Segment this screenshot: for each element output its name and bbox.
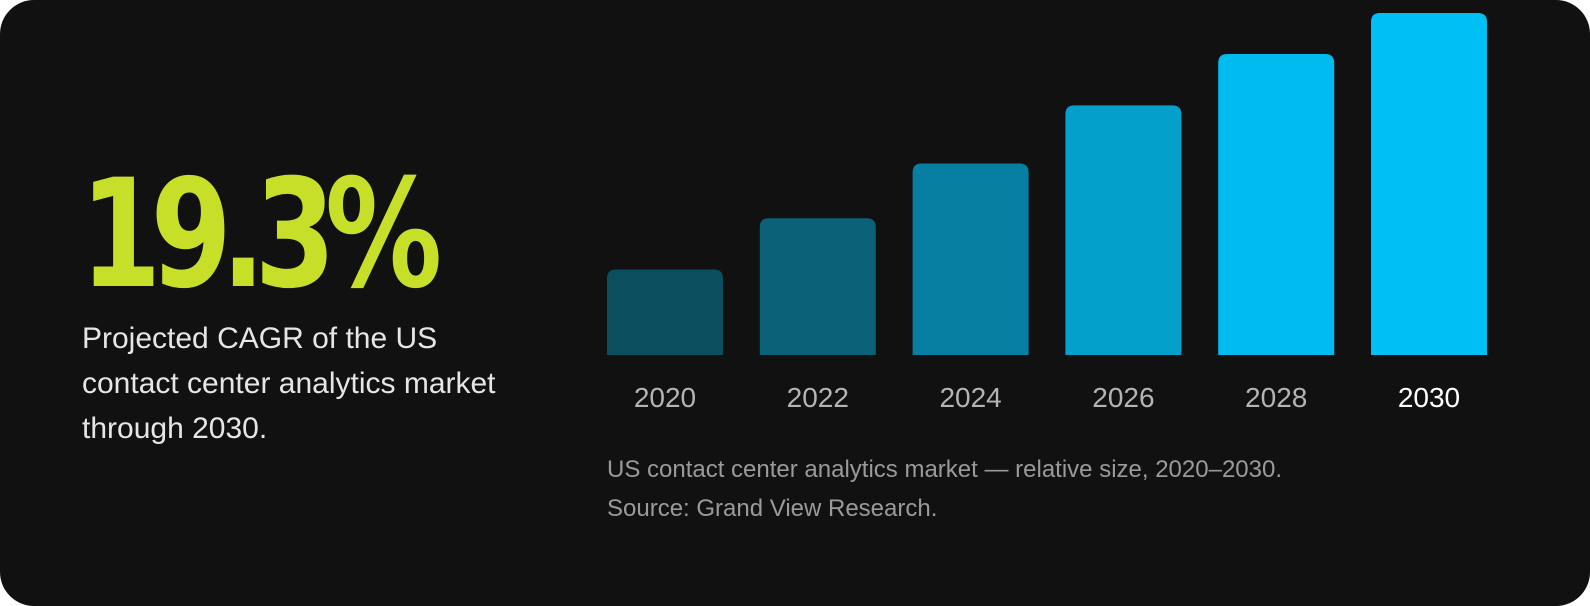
bar-2026 [1065,105,1182,355]
bar-2022 [759,218,876,355]
x-tick-labels: 2020 2022 2024 2026 2028 2030 [634,382,1460,413]
chart-caption: US contact center analytics market — rel… [607,450,1282,528]
bar-2020 [607,269,723,355]
x-tick-2024: 2024 [939,382,1001,413]
bars-group [607,13,1487,355]
x-tick-2020: 2020 [634,382,696,413]
cagr-description: Projected CAGR of the US contact center … [82,322,496,445]
bar-2024 [912,163,1029,355]
market-size-bar-chart: 2020 2022 2024 2026 2028 2030 [607,13,1487,413]
caption-line-1: US contact center analytics market — rel… [607,456,1282,483]
x-tick-2026: 2026 [1092,382,1154,413]
bar-2028 [1218,54,1335,355]
x-tick-2028: 2028 [1245,382,1307,413]
x-tick-2030: 2030 [1398,382,1460,413]
x-tick-2022: 2022 [787,382,849,413]
bar-2030 [1371,13,1487,355]
caption-line-2: Source: Grand View Research. [607,495,938,522]
cagr-value: 19.3% [80,148,442,322]
